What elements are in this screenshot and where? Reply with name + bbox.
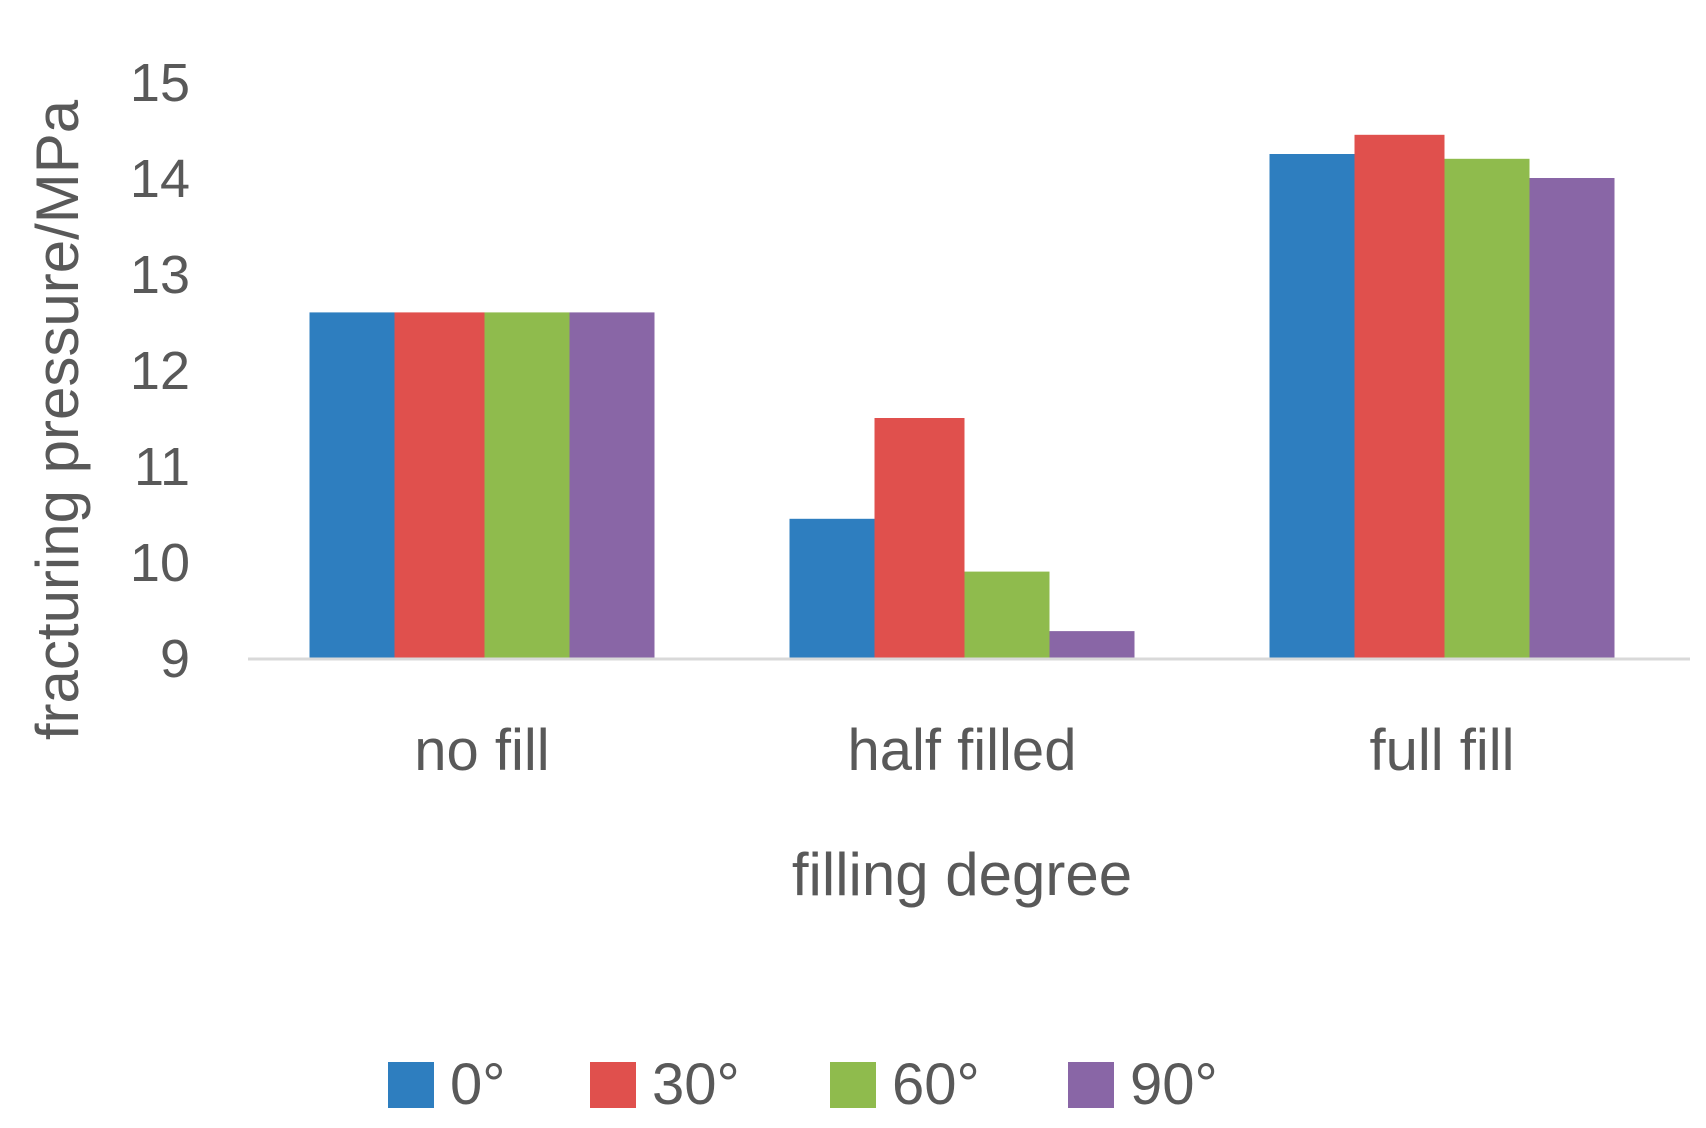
x-category-label: full fill bbox=[1369, 718, 1514, 783]
y-tick-label: 12 bbox=[130, 341, 190, 401]
legend: 0° 30° 60° 90° bbox=[388, 1052, 1218, 1117]
y-axis-tick-labels: 9 10 11 12 13 14 15 bbox=[130, 53, 190, 689]
legend-label: 60° bbox=[892, 1052, 980, 1117]
bar-full-fill-series-3 bbox=[1529, 178, 1615, 658]
y-tick-label: 14 bbox=[130, 149, 190, 209]
y-tick-label: 9 bbox=[160, 629, 190, 689]
y-tick-label: 15 bbox=[130, 53, 190, 113]
legend-swatch bbox=[388, 1062, 434, 1108]
bar-no-fill-series-0 bbox=[309, 312, 395, 658]
x-category-label: no fill bbox=[414, 718, 549, 783]
bar-half-filled-series-2 bbox=[964, 571, 1050, 658]
bars bbox=[309, 134, 1615, 659]
y-axis-title: fracturing pressure/MPa bbox=[24, 99, 91, 740]
x-category-label: half filled bbox=[848, 718, 1077, 783]
bar-half-filled-series-0 bbox=[789, 518, 875, 658]
bar-full-fill-series-0 bbox=[1269, 154, 1355, 658]
bar-full-fill-series-2 bbox=[1444, 158, 1530, 659]
bar-full-fill-series-1 bbox=[1354, 134, 1445, 659]
bar-half-filled-series-3 bbox=[1049, 631, 1135, 658]
y-tick-label: 10 bbox=[130, 533, 190, 593]
legend-label: 30° bbox=[652, 1052, 740, 1117]
y-tick-label: 13 bbox=[130, 245, 190, 305]
legend-label: 90° bbox=[1130, 1052, 1218, 1117]
legend-label: 0° bbox=[450, 1052, 505, 1117]
bar-no-fill-series-3 bbox=[569, 312, 655, 658]
legend-swatch bbox=[1068, 1062, 1114, 1108]
bar-no-fill-series-2 bbox=[484, 312, 570, 658]
bar-half-filled-series-1 bbox=[874, 418, 965, 658]
y-tick-label: 11 bbox=[134, 437, 190, 497]
legend-swatch bbox=[830, 1062, 876, 1108]
bar-no-fill-series-1 bbox=[394, 312, 485, 658]
x-axis-category-labels: no fill half filled full fill bbox=[414, 718, 1514, 783]
legend-swatch bbox=[590, 1062, 636, 1108]
x-axis-title: filling degree bbox=[792, 841, 1132, 908]
